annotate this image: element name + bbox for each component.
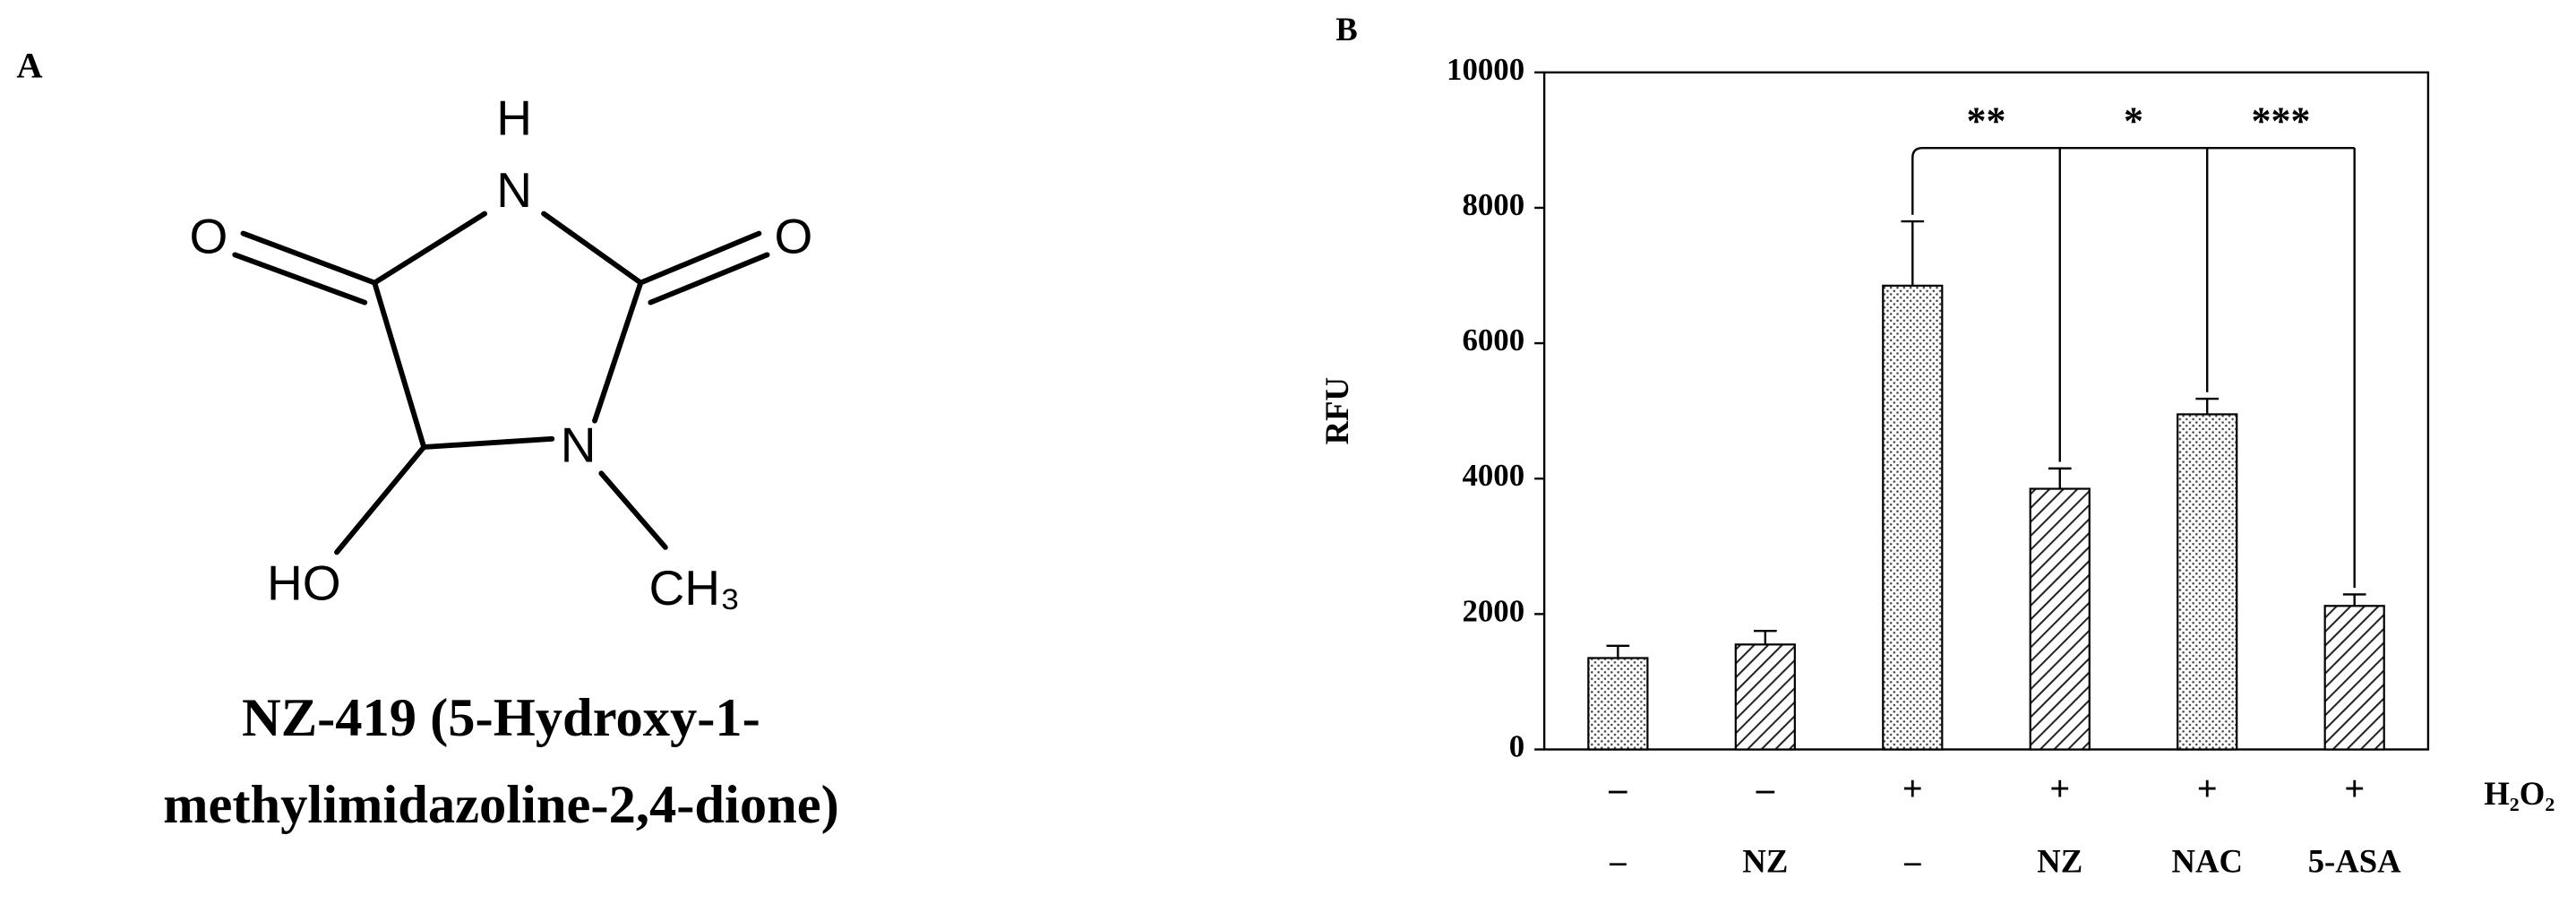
y-tick-label: 4000 xyxy=(1462,458,1524,493)
significance-bracket xyxy=(1911,146,2356,589)
panel-label: B xyxy=(1335,11,1357,47)
h2o2-label: – xyxy=(1608,768,1627,808)
bond xyxy=(232,252,368,306)
plot-frame xyxy=(1542,71,2430,751)
bar xyxy=(1882,284,1944,751)
bond xyxy=(592,280,644,424)
caption: methylimidazoline-2,4-dione) xyxy=(163,775,839,835)
error-bar xyxy=(2048,467,2072,489)
x-tick-label: 5-ASA xyxy=(2308,842,2401,879)
bond xyxy=(334,444,427,555)
bond xyxy=(421,435,555,450)
y-tick-label: 0 xyxy=(1509,728,1524,763)
x-tick-label: NZ xyxy=(2037,842,2082,879)
atom: O xyxy=(775,208,813,263)
significance-label: ** xyxy=(1967,99,2006,143)
error-bar xyxy=(2195,397,2220,415)
y-tick-label: 8000 xyxy=(1462,187,1524,222)
caption: NZ-419 (5-Hydroxy-1- xyxy=(242,688,760,748)
x-tick-label: – xyxy=(1903,842,1921,879)
bar xyxy=(2323,605,2385,751)
significance-label: *** xyxy=(2251,99,2310,143)
bond xyxy=(541,211,644,286)
bond xyxy=(372,280,427,450)
x-tick-label: NZ xyxy=(1742,842,1788,879)
bar xyxy=(1734,643,1796,751)
atom: N xyxy=(561,417,597,472)
bar xyxy=(2177,413,2238,751)
h2o2-label: + xyxy=(2344,768,2365,808)
x-tick-label: NAC xyxy=(2171,842,2242,879)
bond xyxy=(372,211,488,286)
h2o2-label: – xyxy=(1756,768,1775,808)
bar xyxy=(2029,487,2091,751)
h2o2-label: + xyxy=(1902,768,1923,808)
error-bar xyxy=(1753,630,1777,645)
significance-label: * xyxy=(2124,99,2143,143)
y-tick-label: 10000 xyxy=(1447,52,1524,87)
atom: O xyxy=(190,208,228,263)
error-bar xyxy=(2342,593,2366,607)
bar-chart: B RFU 0 2000 4000 6000 8000 10000 – – – NZ + – + NZ + N… xyxy=(1318,11,2555,879)
bond xyxy=(598,470,668,550)
atom: N xyxy=(496,162,532,218)
atom: CH₃ xyxy=(649,560,741,616)
panel-label: A xyxy=(16,45,42,85)
structure: A H N O O N HO CH₃ NZ-419 (5-Hydroxy-1- … xyxy=(16,45,838,835)
row-label: H₂O₂ xyxy=(2484,775,2555,812)
h2o2-label: + xyxy=(2197,768,2218,808)
atom: H xyxy=(496,90,532,145)
error-bar xyxy=(1606,644,1630,659)
y-tick-label: 6000 xyxy=(1462,323,1524,357)
bond xyxy=(638,230,762,286)
bond xyxy=(648,252,770,306)
x-tick-label: – xyxy=(1609,842,1627,879)
y-axis-label: RFU xyxy=(1318,377,1355,444)
h2o2-label: + xyxy=(2049,768,2070,808)
bond xyxy=(240,230,378,286)
bar xyxy=(1587,657,1649,751)
atom: HO xyxy=(267,555,341,610)
error-bar xyxy=(1901,220,1925,286)
y-tick-label: 2000 xyxy=(1462,593,1524,628)
